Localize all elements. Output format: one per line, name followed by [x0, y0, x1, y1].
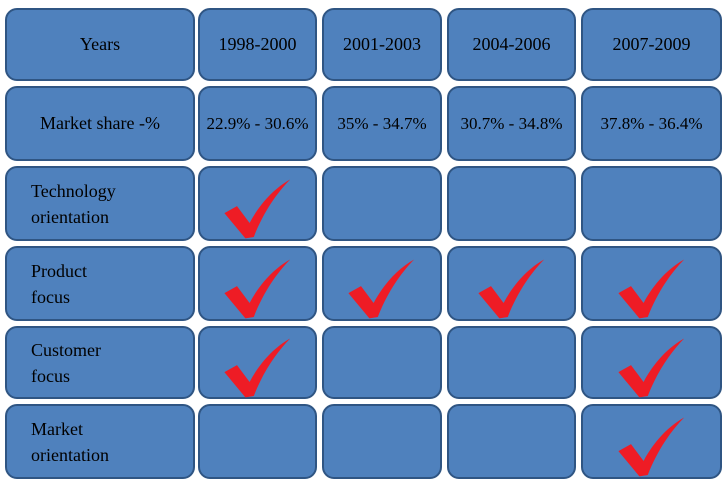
- cell: [322, 166, 442, 241]
- row-label: Product focus: [31, 260, 87, 307]
- cell: 37.8% - 36.4%: [581, 86, 722, 161]
- checkmark-shape: [617, 259, 684, 318]
- column-header: 2001-2003: [343, 34, 421, 54]
- checkmark-shape: [223, 338, 290, 397]
- row-label: Market orientation: [31, 418, 109, 465]
- checkmark: [223, 259, 290, 318]
- cell: [322, 246, 442, 321]
- cell: Years: [5, 8, 195, 81]
- row-label: Market share -%: [40, 113, 160, 133]
- share-value: 22.9% - 30.6%: [206, 113, 309, 133]
- cell: 1998-2000: [198, 8, 317, 81]
- cell: Customer focus: [5, 326, 195, 399]
- checkmark-shape: [617, 417, 684, 476]
- row-label: Technology orientation: [31, 180, 116, 227]
- cell: 22.9% - 30.6%: [198, 86, 317, 161]
- checkmark: [477, 259, 544, 318]
- header-label: Years: [79, 34, 121, 54]
- cell: [581, 246, 722, 321]
- cell: [447, 326, 576, 399]
- cell: [447, 404, 576, 479]
- cell: [322, 404, 442, 479]
- cell: [447, 246, 576, 321]
- checkmark: [617, 259, 684, 318]
- checkmark-shape: [348, 259, 415, 318]
- cell: 2004-2006: [447, 8, 576, 81]
- row-label: Customer focus: [31, 339, 101, 386]
- cell: Technology orientation: [5, 166, 195, 241]
- checkmark: [223, 338, 290, 397]
- checkmark: [617, 338, 684, 397]
- cell: 35% - 34.7%: [322, 86, 442, 161]
- share-value: 35% - 34.7%: [337, 113, 427, 133]
- cell: [198, 326, 317, 399]
- cell: Market share -%: [5, 86, 195, 161]
- cell: [198, 404, 317, 479]
- cell: [198, 246, 317, 321]
- cell: 2001-2003: [322, 8, 442, 81]
- checkmark-shape: [477, 259, 544, 318]
- checkmark: [223, 179, 290, 238]
- cell: 2007-2009: [581, 8, 722, 81]
- share-value: 37.8% - 36.4%: [600, 113, 703, 133]
- cell: Product focus: [5, 246, 195, 321]
- column-header: 2007-2009: [612, 34, 691, 54]
- checkmark-shape: [617, 338, 684, 397]
- column-header: 1998-2000: [218, 34, 297, 54]
- cell: [447, 166, 576, 241]
- cell: [581, 404, 722, 479]
- share-value: 30.7% - 34.8%: [460, 113, 563, 133]
- checkmark-shape: [223, 179, 290, 238]
- checkmark: [617, 417, 684, 476]
- column-header: 2004-2006: [472, 34, 551, 54]
- checkmark-shape: [223, 259, 290, 318]
- cell: [581, 326, 722, 399]
- cell: Market orientation: [5, 404, 195, 479]
- cell: [198, 166, 317, 241]
- cell: 30.7% - 34.8%: [447, 86, 576, 161]
- checkmark: [348, 259, 415, 318]
- cell: [322, 326, 442, 399]
- cell: [581, 166, 722, 241]
